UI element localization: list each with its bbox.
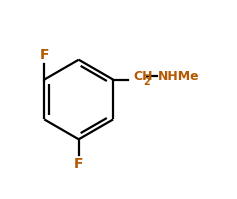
- Text: CH: CH: [134, 69, 153, 83]
- Text: 2: 2: [144, 77, 150, 87]
- Text: NHMe: NHMe: [158, 69, 200, 83]
- Text: F: F: [74, 157, 83, 171]
- Text: F: F: [40, 48, 49, 62]
